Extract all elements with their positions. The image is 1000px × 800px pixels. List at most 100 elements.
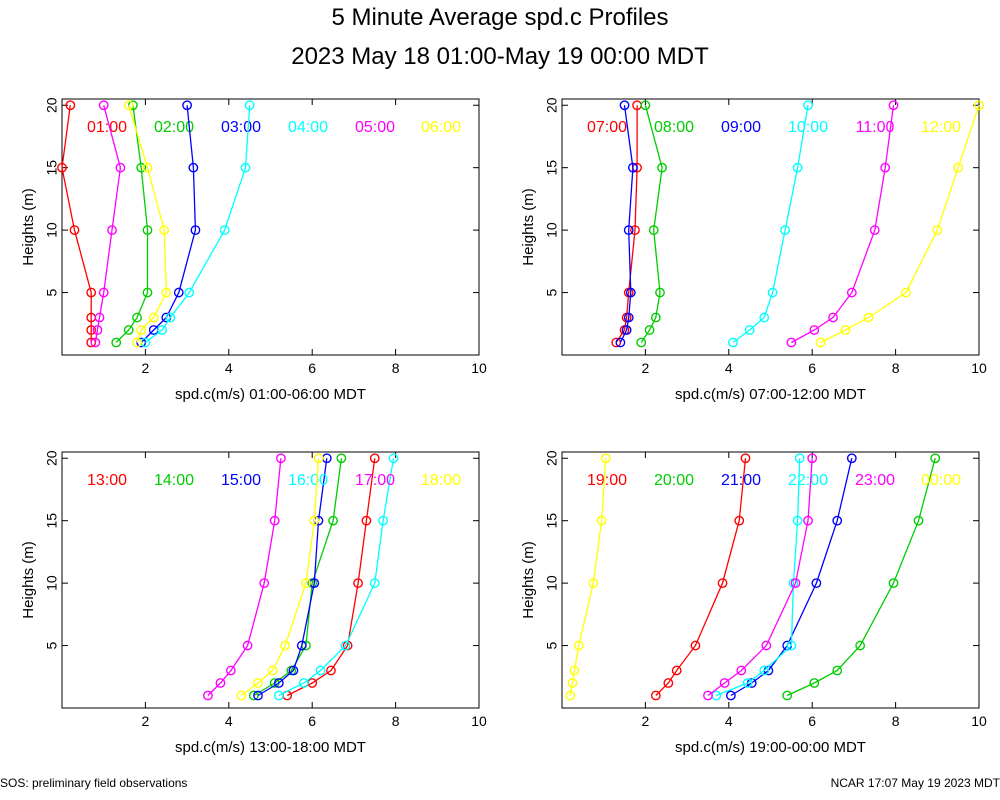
series-line-1800 [240, 458, 320, 697]
data-point-0500 [94, 312, 105, 323]
data-point-1500 [288, 665, 299, 676]
x-tick-label: 2 [642, 360, 650, 376]
data-point-0600 [132, 337, 142, 348]
data-point-0600 [123, 100, 134, 111]
data-point-0800 [655, 287, 665, 298]
series-line-0100 [61, 105, 92, 343]
data-point-1000 [744, 325, 755, 335]
data-point-2000 [913, 515, 924, 526]
data-point-2300 [761, 640, 772, 651]
footer-left-note: SOS: preliminary field observations [0, 776, 188, 790]
data-point-0400 [219, 225, 230, 236]
data-point-2100 [832, 515, 843, 526]
data-point-0400 [157, 325, 167, 335]
y-axis-label: Heights (m) [520, 541, 537, 619]
data-point-1300 [361, 515, 372, 526]
data-point-0900 [625, 287, 636, 298]
data-point-0400 [240, 162, 251, 173]
data-point-2200 [786, 640, 797, 651]
data-point-1800 [309, 515, 320, 526]
y-tick-label: 15 [544, 513, 560, 529]
x-tick-label: 8 [392, 360, 400, 376]
data-point-0000 [596, 515, 607, 526]
y-tick-label: 5 [44, 288, 60, 296]
data-point-0600 [136, 325, 147, 335]
data-point-2200 [794, 453, 805, 464]
x-tick-label: 8 [392, 713, 400, 729]
legend-entry-2000: 20:00 [654, 472, 694, 489]
data-point-0800 [650, 312, 661, 323]
data-point-2300 [736, 665, 747, 676]
data-point-1100 [869, 225, 880, 236]
series-line-0900 [619, 105, 634, 343]
data-point-1800 [301, 578, 311, 589]
data-point-1600 [298, 678, 309, 688]
chart-title: 5 Minute Average spd.c Profiles [331, 4, 669, 31]
x-axis-label: spd.c(m/s) 07:00-12:00 MDT [675, 386, 866, 403]
data-point-1900 [690, 640, 701, 651]
x-tick-label: 10 [971, 360, 987, 376]
legend-entry-0100: 01:00 [87, 119, 127, 136]
data-point-1700 [276, 453, 286, 464]
series-line-1600 [278, 458, 395, 697]
legend-entry-0600: 06:00 [421, 119, 461, 136]
x-tick-label: 6 [808, 713, 816, 729]
series-line-1200 [820, 104, 980, 344]
data-point-1100 [809, 325, 820, 335]
data-point-2300 [703, 690, 713, 701]
data-point-1600 [340, 640, 351, 651]
chart-panel-3: 2 4 6 8 10 5 10 15 20 spd.c(m/s) 13:00-18:00 MDT H… [20, 450, 487, 756]
data-point-0200 [142, 287, 153, 298]
plot-frame [61, 98, 480, 356]
data-point-2000 [888, 578, 899, 589]
y-tick-label: 20 [544, 450, 560, 466]
series-line-0500 [94, 105, 122, 343]
data-point-1800 [313, 453, 324, 464]
x-axis-label: spd.c(m/s) 13:00-18:00 MDT [175, 739, 366, 756]
data-point-0300 [190, 225, 201, 236]
data-point-1200 [901, 287, 911, 298]
series-line-1900 [655, 458, 747, 696]
data-point-0900 [619, 100, 630, 111]
data-point-1900 [734, 515, 745, 526]
data-point-0100 [57, 162, 67, 173]
data-point-1600 [315, 665, 326, 676]
data-point-2200 [759, 665, 770, 676]
y-tick-label: 15 [44, 160, 60, 176]
series-line-0300 [140, 105, 197, 343]
y-axis-label: Heights (m) [520, 188, 537, 266]
data-point-1100 [880, 162, 891, 173]
series-line-0800 [640, 105, 663, 343]
data-point-0900 [627, 162, 638, 173]
data-point-0900 [621, 325, 632, 335]
legend-entry-1500: 15:00 [221, 472, 261, 489]
data-point-1900 [740, 453, 751, 464]
legend-entry-0800: 08:00 [654, 119, 694, 136]
x-tick-label: 6 [808, 360, 816, 376]
data-point-1900 [717, 578, 728, 589]
data-point-0000 [600, 453, 611, 464]
legend-entry-2200: 22:00 [788, 472, 828, 489]
data-point-0400 [244, 100, 255, 111]
data-point-1700 [225, 665, 236, 676]
chart-panel-1: 2 4 6 8 10 5 10 15 20 spd.c(m/s) 01:00-06:00 MDT H… [20, 97, 487, 403]
y-tick-label: 10 [544, 575, 560, 591]
data-point-2000 [832, 665, 843, 676]
y-tick-label: 5 [544, 288, 560, 296]
data-point-0500 [90, 337, 101, 348]
data-point-0600 [159, 225, 170, 236]
series-line-0000 [569, 458, 607, 696]
x-tick-label: 6 [308, 713, 316, 729]
data-point-0900 [623, 312, 634, 323]
series-line-0600 [128, 105, 167, 343]
plot-frame [561, 451, 980, 709]
series-line-2300 [707, 458, 813, 697]
x-tick-label: 10 [971, 713, 987, 729]
series-line-1100 [791, 105, 895, 344]
data-point-1000 [759, 312, 770, 323]
data-point-0000 [567, 678, 578, 688]
data-point-2300 [790, 578, 801, 589]
legend-entry-1600: 16:00 [288, 472, 328, 489]
data-point-1100 [786, 337, 797, 348]
